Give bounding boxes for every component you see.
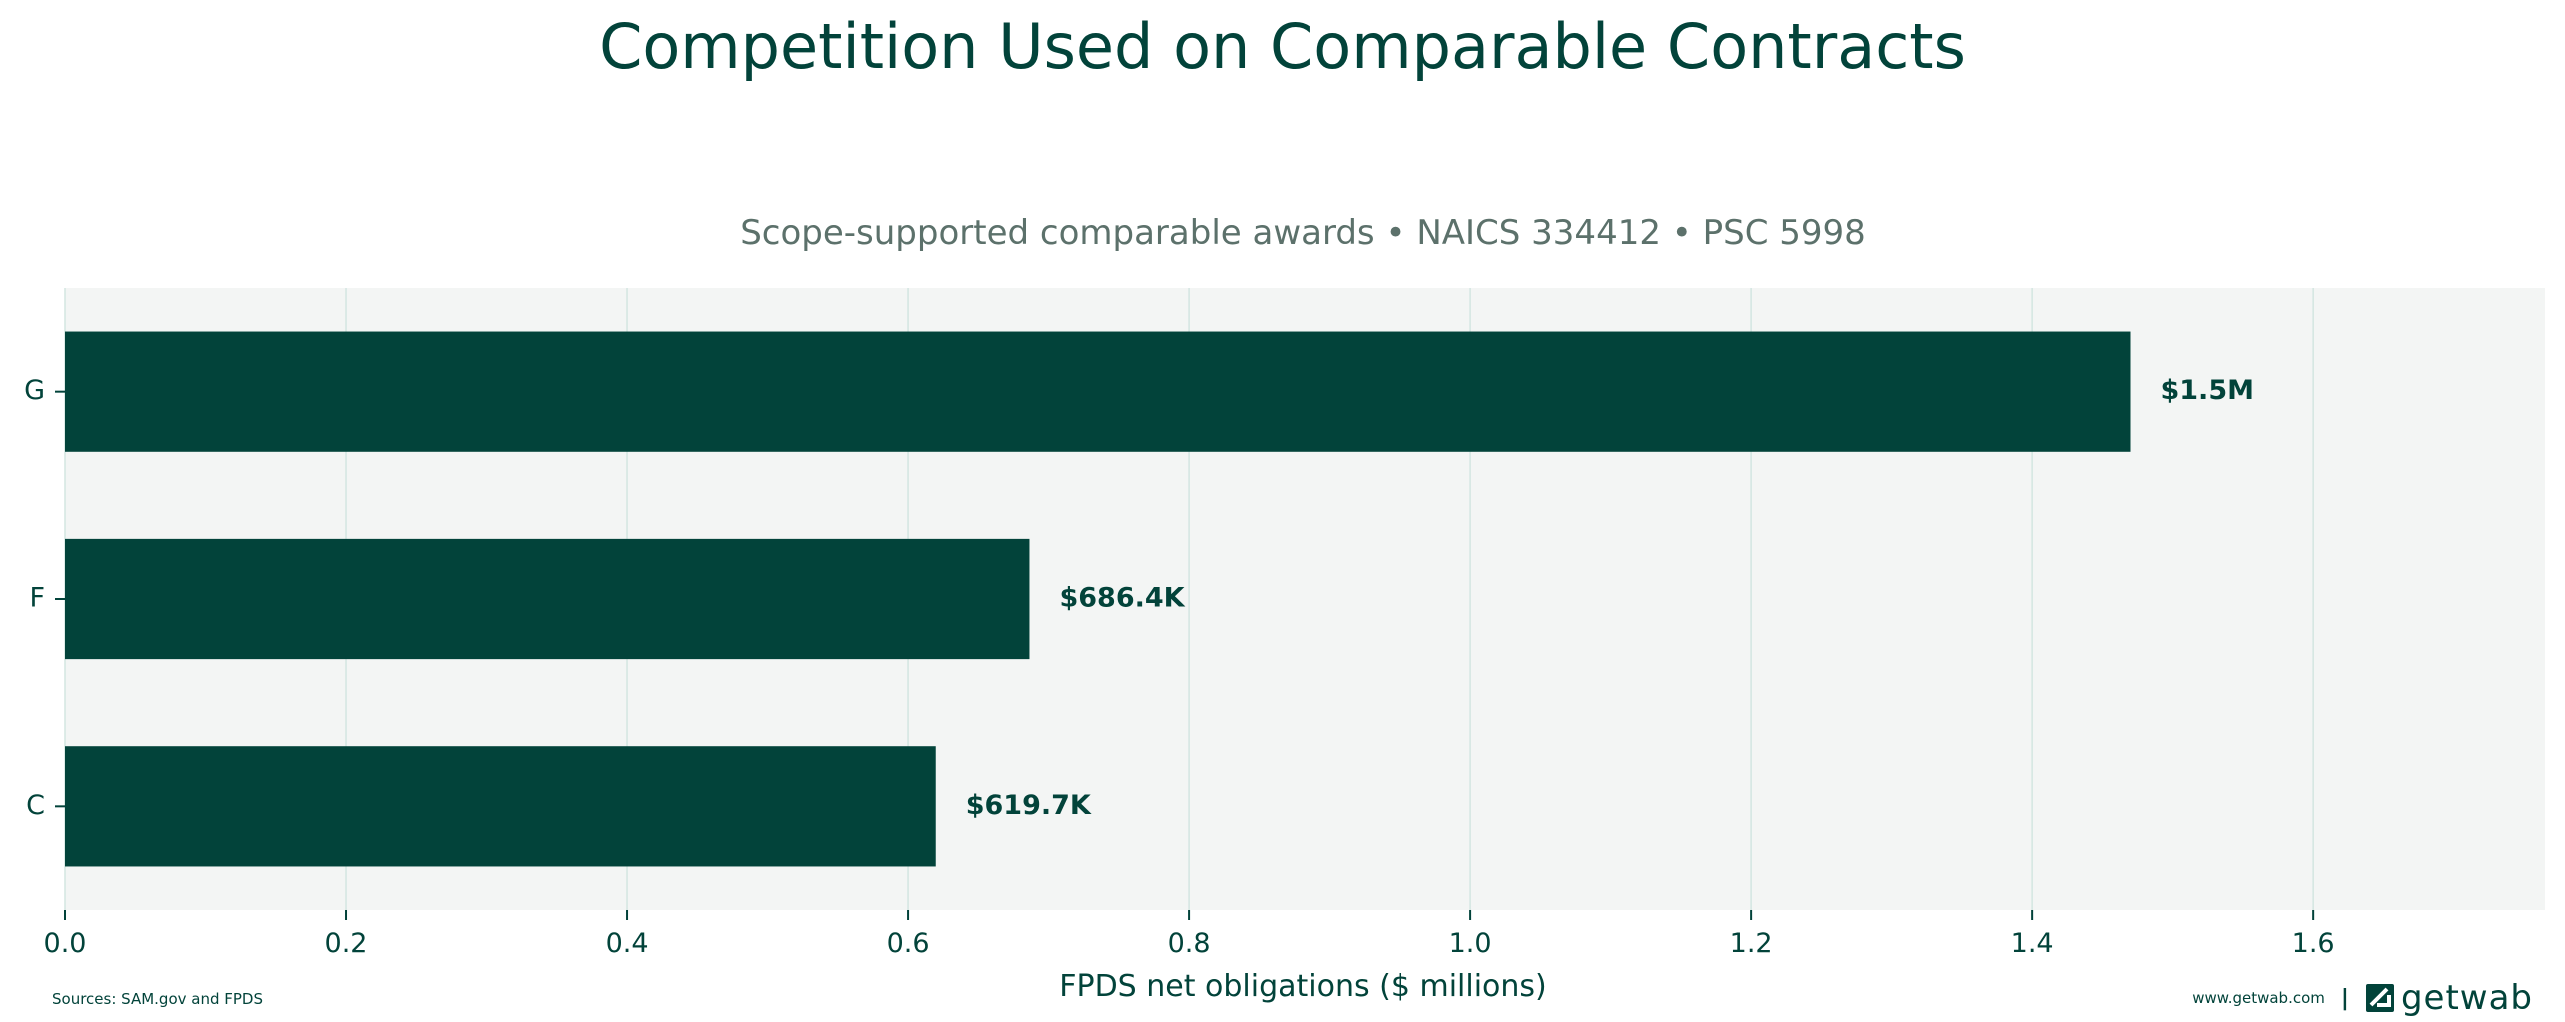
- x-tick-label-3: 0.6: [887, 928, 930, 959]
- y-tick-label-F: F: [29, 583, 45, 614]
- x-tick-label-5: 1.0: [1449, 928, 1492, 959]
- bar-F: [65, 538, 1030, 660]
- footer-branding: www.getwab.com | getwab: [2192, 978, 2533, 1018]
- data-label-F: $686.4K: [1059, 583, 1185, 614]
- x-tick-label-2: 0.4: [606, 928, 649, 959]
- y-tick-label-C: C: [26, 790, 45, 821]
- x-tick-label-7: 1.4: [2011, 928, 2054, 959]
- getwab-logo-icon: [2365, 984, 2394, 1012]
- footer-separator: |: [2340, 985, 2349, 1011]
- y-axis: G F C: [24, 375, 65, 821]
- bar-G: [65, 331, 2131, 452]
- data-label-C: $619.7K: [966, 790, 1092, 821]
- data-labels: $1.5M $686.4K $619.7K: [966, 375, 2254, 821]
- chart-title: Competition Used on Comparable Contracts: [599, 10, 1966, 83]
- x-tick-label-8: 1.6: [2292, 928, 2335, 959]
- sources-note: Sources: SAM.gov and FPDS: [52, 990, 264, 1008]
- x-tick-label-6: 1.2: [1730, 928, 1773, 959]
- website-link[interactable]: www.getwab.com: [2192, 989, 2325, 1007]
- x-axis: 0.0 0.2 0.4 0.6 0.8 1.0 1.2 1.4 1.6: [44, 910, 2335, 959]
- x-axis-label: FPDS net obligations ($ millions): [1059, 969, 1547, 1004]
- x-tick-label-4: 0.8: [1168, 928, 1211, 959]
- x-tick-label-1: 0.2: [325, 928, 368, 959]
- chart-subtitle: Scope-supported comparable awards • NAIC…: [740, 213, 1866, 253]
- data-label-G: $1.5M: [2160, 375, 2254, 406]
- bar-C: [65, 746, 936, 867]
- bars: [65, 331, 2131, 867]
- brand-name: getwab: [2400, 978, 2533, 1018]
- brand-logo: getwab: [2365, 978, 2533, 1018]
- x-tick-label-0: 0.0: [44, 928, 87, 959]
- y-tick-label-G: G: [24, 375, 45, 406]
